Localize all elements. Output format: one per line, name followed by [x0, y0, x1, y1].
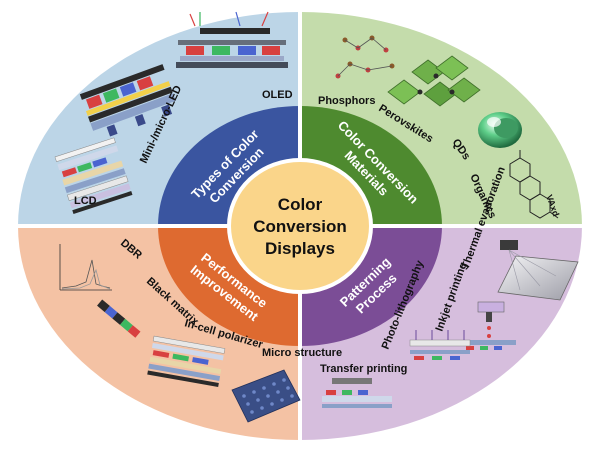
lcd-illustration — [54, 137, 133, 214]
black-matrix-illustration — [97, 299, 141, 338]
lcd-label: LCD — [74, 195, 97, 207]
micro-led-illustration — [79, 64, 176, 137]
oled-illustration — [176, 11, 288, 68]
qds-illustration — [478, 112, 522, 148]
center-title-line1: Color — [278, 195, 323, 214]
photolithography-illustration — [409, 330, 471, 360]
perovskites-illustration — [387, 55, 481, 107]
micro-structure-illustration — [231, 369, 301, 423]
center-title-line3: Displays — [265, 239, 335, 258]
organics-molecule-illustration — [509, 150, 559, 219]
thermal-evaporation-illustration — [497, 240, 579, 301]
transfer-printing-illustration — [322, 378, 392, 408]
phosphors-molecule-illustration — [335, 35, 395, 79]
transfer-printing-label: Transfer printing — [320, 363, 407, 375]
inkjet-printing-illustration — [462, 301, 516, 350]
oled-label: OLED — [262, 89, 293, 101]
in-cell-polarizer-illustration — [147, 335, 226, 387]
phosphors-label: Phosphors — [318, 95, 375, 107]
micro-structure-label: Micro structure — [262, 347, 342, 359]
center-title-line2: Conversion — [253, 217, 347, 236]
center-circle — [227, 158, 373, 294]
dbr-chart-illustration — [59, 244, 112, 291]
